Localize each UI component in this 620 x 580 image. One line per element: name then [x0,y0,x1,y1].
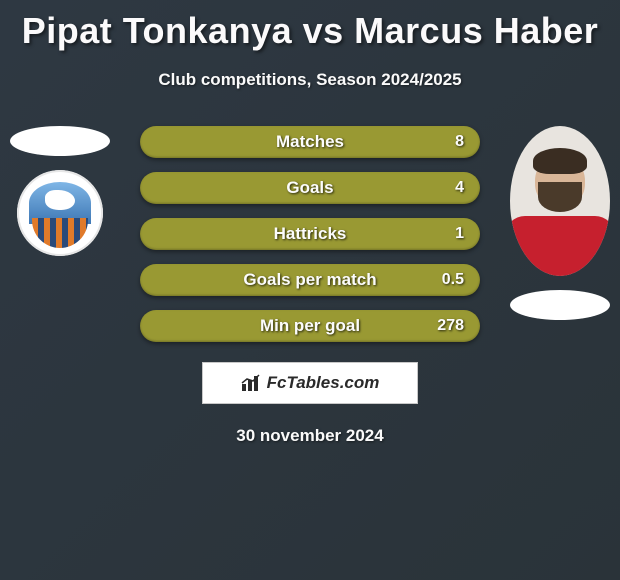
date-text: 30 november 2024 [0,426,620,446]
right-club-logo-placeholder [510,290,610,320]
stat-value-right: 4 [455,179,464,197]
stat-label: Hattricks [274,224,347,244]
left-player-photo-placeholder [10,126,110,156]
stat-row-min-per-goal: Min per goal 278 [140,310,480,342]
stat-value-right: 0.5 [442,271,464,289]
right-player-photo [510,126,610,276]
brand-text: FcTables.com [267,373,380,393]
stat-value-right: 8 [455,133,464,151]
stat-label: Goals [286,178,333,198]
left-player-column [10,126,110,256]
subtitle: Club competitions, Season 2024/2025 [0,70,620,90]
left-club-logo [17,170,103,256]
stat-row-matches: Matches 8 [140,126,480,158]
stat-row-hattricks: Hattricks 1 [140,218,480,250]
stat-row-goals-per-match: Goals per match 0.5 [140,264,480,296]
stat-value-right: 278 [437,317,464,335]
stat-bars: Matches 8 Goals 4 Hattricks 1 Goals per … [140,126,480,356]
stat-label: Min per goal [260,316,360,336]
brand-chart-icon [241,374,261,392]
page-title: Pipat Tonkanya vs Marcus Haber [0,0,620,52]
right-player-column [510,126,610,320]
comparison-content: Matches 8 Goals 4 Hattricks 1 Goals per … [0,126,620,346]
brand-box[interactable]: FcTables.com [202,362,418,404]
stat-label: Matches [276,132,344,152]
stat-value-right: 1 [455,225,464,243]
stat-row-goals: Goals 4 [140,172,480,204]
stat-label: Goals per match [243,270,376,290]
